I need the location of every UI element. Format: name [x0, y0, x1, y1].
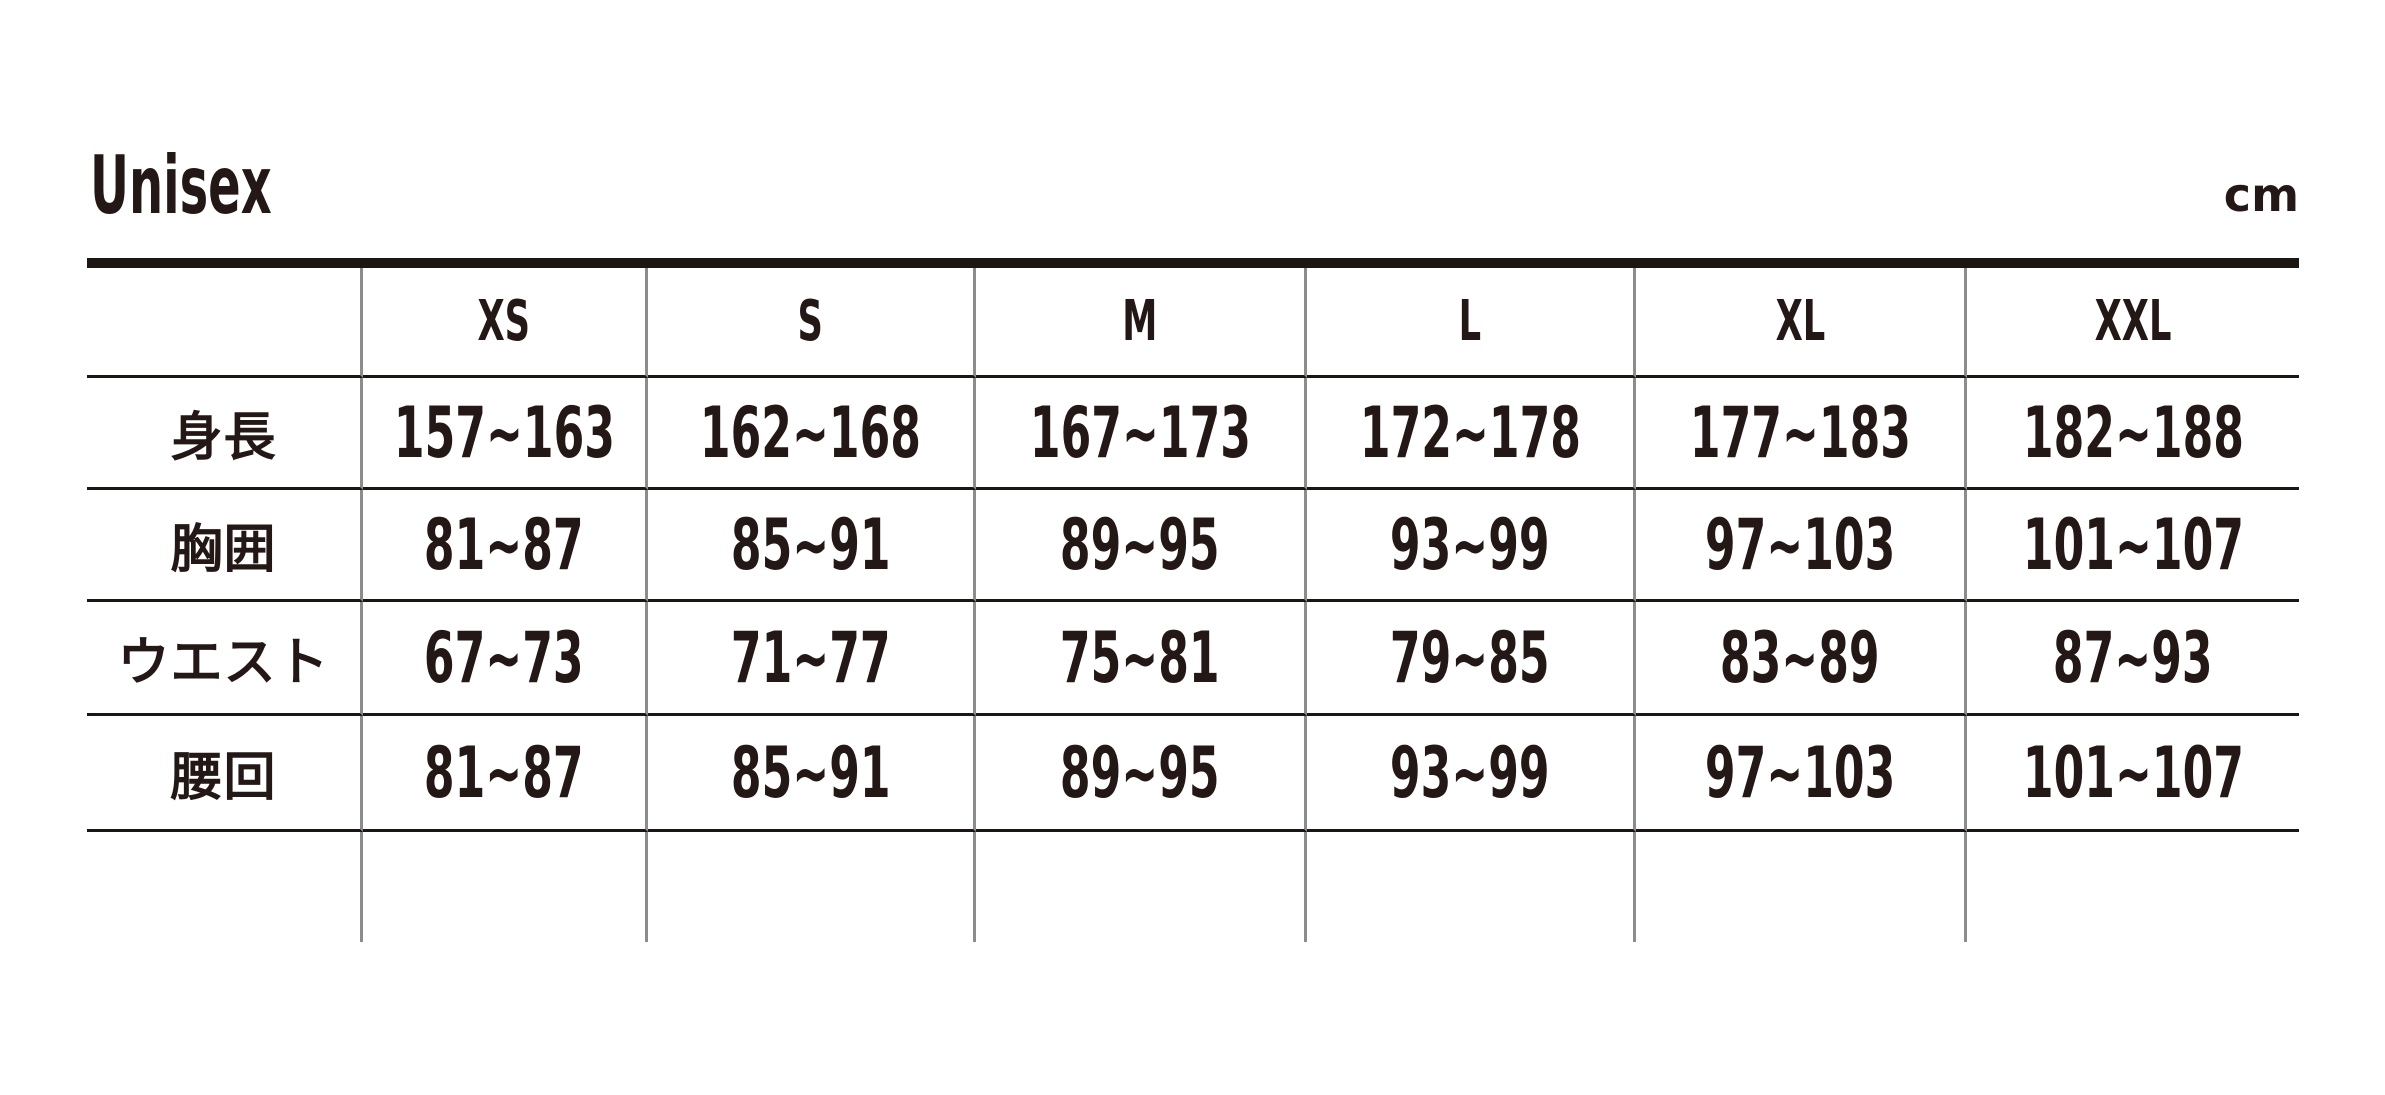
- hip-xs: 81~87: [363, 716, 648, 832]
- column-header-s: S: [648, 268, 976, 378]
- waist-l: 79~85: [1307, 602, 1636, 716]
- height-xl: 177~183: [1636, 378, 1967, 490]
- row-label-hip: 腰回: [87, 716, 363, 832]
- height-xs: 157~163: [363, 378, 648, 490]
- column-header-xs: XS: [363, 268, 648, 378]
- row-label-chest: 胸囲: [87, 490, 363, 602]
- hip-s: 85~91: [648, 716, 976, 832]
- header-corner-cell: [87, 268, 363, 378]
- chest-xxl: 101~107: [1967, 490, 2299, 602]
- hip-m: 89~95: [976, 716, 1307, 832]
- hip-xl: 97~103: [1636, 716, 1967, 832]
- empty-cell: [976, 832, 1307, 942]
- empty-cell: [87, 832, 363, 942]
- page-title-text: Unisex: [90, 139, 272, 232]
- chest-xl: 97~103: [1636, 490, 1967, 602]
- chest-s: 85~91: [648, 490, 976, 602]
- row-label-height: 身長: [87, 378, 363, 490]
- waist-m: 75~81: [976, 602, 1307, 716]
- column-header-xl: XL: [1636, 268, 1967, 378]
- empty-cell: [1307, 832, 1636, 942]
- waist-xl: 83~89: [1636, 602, 1967, 716]
- size-chart-table: XS S M L XL XXL 身長 157~163 162~168 167~1…: [87, 258, 2299, 942]
- chest-xs: 81~87: [363, 490, 648, 602]
- row-label-waist: ウエスト: [87, 602, 363, 716]
- column-header-xxl: XXL: [1967, 268, 2299, 378]
- hip-xxl: 101~107: [1967, 716, 2299, 832]
- empty-cell: [363, 832, 648, 942]
- height-s: 162~168: [648, 378, 976, 490]
- chest-l: 93~99: [1307, 490, 1636, 602]
- hip-l: 93~99: [1307, 716, 1636, 832]
- empty-cell: [648, 832, 976, 942]
- waist-s: 71~77: [648, 602, 976, 716]
- empty-cell: [1636, 832, 1967, 942]
- unit-label: cm: [2223, 168, 2299, 222]
- column-header-l: L: [1307, 268, 1636, 378]
- empty-cell: [1967, 832, 2299, 942]
- column-header-m: M: [976, 268, 1307, 378]
- chest-m: 89~95: [976, 490, 1307, 602]
- waist-xxl: 87~93: [1967, 602, 2299, 716]
- page-title: Unisex: [90, 146, 393, 226]
- height-m: 167~173: [976, 378, 1307, 490]
- height-xxl: 182~188: [1967, 378, 2299, 490]
- height-l: 172~178: [1307, 378, 1636, 490]
- waist-xs: 67~73: [363, 602, 648, 716]
